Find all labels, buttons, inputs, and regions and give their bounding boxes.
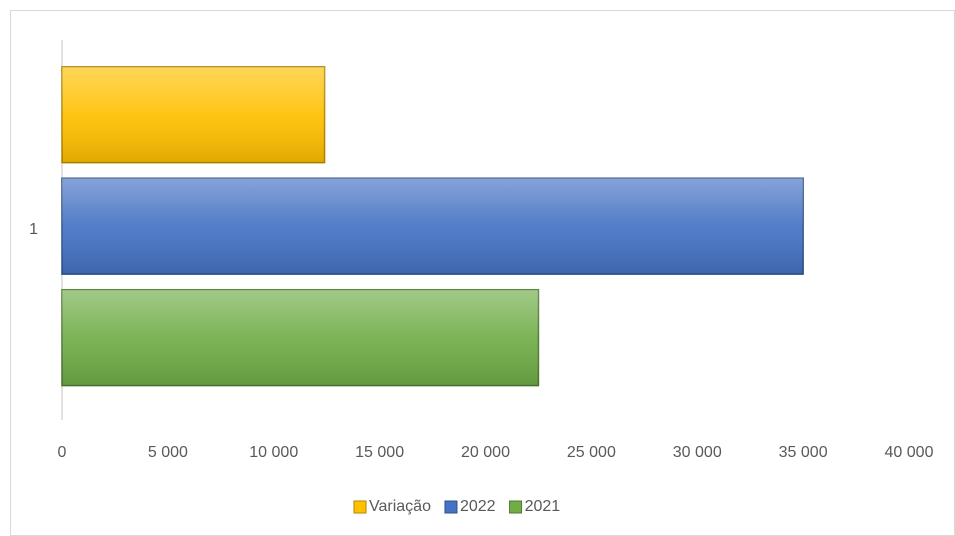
x-tick-label: 0: [58, 444, 67, 461]
legend-swatch: [509, 500, 523, 514]
x-tick-label: 5 000: [148, 444, 188, 461]
legend-label: 2021: [525, 498, 561, 515]
legend-label: Variação: [369, 498, 431, 515]
bar-shine: [62, 66, 325, 163]
y-tick-label: 1: [29, 221, 38, 238]
bar-shine: [62, 289, 539, 386]
legend-swatch: [353, 500, 367, 514]
bar-shine: [62, 178, 804, 275]
x-tick-label: 30 000: [673, 444, 722, 461]
x-tick-label: 40 000: [885, 444, 934, 461]
legend-swatch: [444, 500, 458, 514]
legend-label: 2022: [460, 498, 496, 515]
x-tick-label: 15 000: [355, 444, 404, 461]
x-tick-label: 20 000: [461, 444, 510, 461]
x-tick-label: 10 000: [249, 444, 298, 461]
x-tick-label: 25 000: [567, 444, 616, 461]
x-tick-label: 35 000: [779, 444, 828, 461]
